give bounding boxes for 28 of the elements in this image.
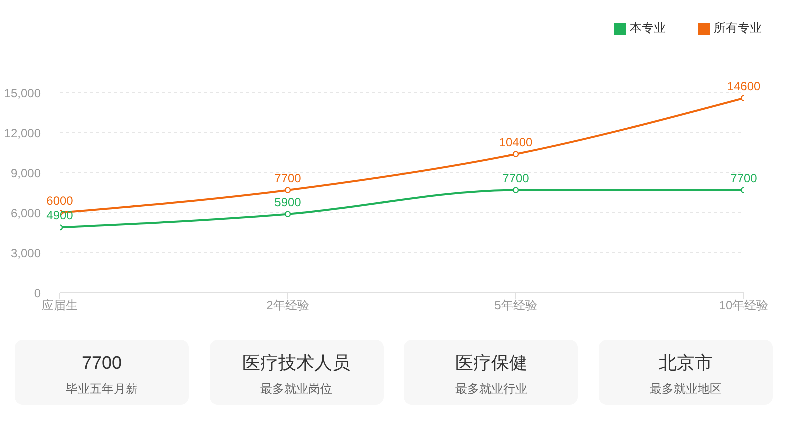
y-tick-label: 9,000 <box>10 166 42 180</box>
data-label: 10400 <box>499 135 534 150</box>
text: 毕业五年月薪 <box>65 382 139 396</box>
text: 医疗保健 <box>454 352 528 374</box>
y-tick-label: 15,000 <box>4 86 42 100</box>
x-tick-label: 2年经验 <box>266 298 310 313</box>
y-tick-label: 6,000 <box>10 206 42 220</box>
data-label: 7700 <box>502 171 530 186</box>
text: 最多就业行业 <box>454 382 528 396</box>
x-tick-label: 5年经验 <box>494 298 538 313</box>
data-label: 6000 <box>46 194 74 208</box>
text: 最多就业地区 <box>649 382 724 396</box>
data-label: 4900 <box>46 208 74 223</box>
legend-label: 本专业 <box>630 21 666 35</box>
data-label: 7700 <box>730 171 758 186</box>
text: 7700 <box>80 352 124 374</box>
text: 最多就业岗位 <box>260 382 334 396</box>
y-tick-label: 3,000 <box>10 246 42 260</box>
x-tick-label: 10年经验 <box>719 298 769 313</box>
data-label: 7700 <box>274 171 302 186</box>
y-tick-label: 0 <box>34 286 42 300</box>
x-tick-label: 应届生 <box>42 298 78 313</box>
y-tick-label: 12,000 <box>4 126 42 140</box>
data-label: 14600 <box>727 79 762 94</box>
legend-label: 所有专业 <box>714 21 762 35</box>
text: 医疗技术人员 <box>242 352 352 374</box>
text: 北京市 <box>658 352 714 374</box>
data-label: 5900 <box>274 195 302 210</box>
